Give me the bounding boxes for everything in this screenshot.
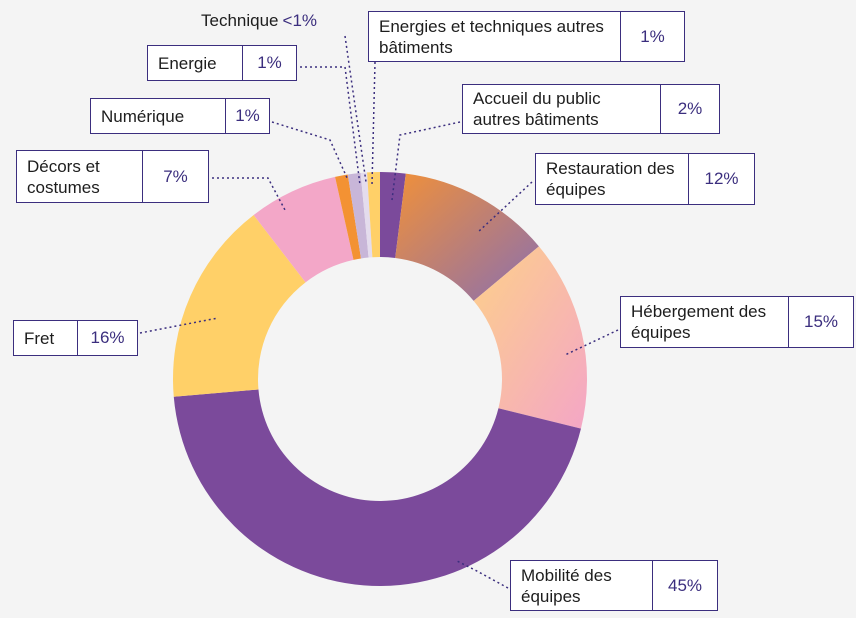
callout: Energie 1% (147, 45, 297, 81)
callout: Fret 16% (13, 320, 138, 356)
callout: Mobilité des équipes 45% (510, 560, 718, 611)
donut-slice (473, 246, 587, 429)
callout-value: 16% (90, 328, 125, 347)
donut-slice (367, 172, 380, 258)
donut-slice (380, 172, 406, 258)
callout-value: 1% (640, 26, 665, 46)
callout-value: 15% (803, 312, 839, 331)
callout: Numérique 1% (90, 98, 270, 134)
donut-slice (253, 176, 354, 283)
callout-label: Mobilité des équipes (511, 561, 653, 610)
callout: Décors et costumes 7% (16, 150, 209, 203)
donut-slice (360, 172, 373, 258)
callout-label: Technique (201, 11, 279, 30)
leader-line (454, 559, 509, 589)
donut-slice (395, 173, 539, 301)
callout-value: 2% (677, 99, 703, 118)
callout-label: Energie (148, 46, 243, 80)
callout: Accueil du public autres bâtiments 2% (462, 84, 720, 134)
callout-label: Décors et costumes (17, 151, 143, 202)
leader-line (371, 61, 376, 186)
callout-label: Fret (14, 321, 78, 355)
donut-slice (335, 174, 362, 260)
leader-line (139, 317, 219, 334)
callout-value: 1% (257, 53, 282, 72)
callout-value: 12% (704, 169, 739, 188)
callout-value: 45% (667, 575, 703, 595)
donut-slice (347, 172, 369, 259)
leader-line (391, 121, 461, 201)
donut-slice (173, 215, 306, 397)
callout-label: Hébergement des équipes (621, 297, 789, 347)
callout-value: 7% (163, 166, 188, 186)
callout-label: Restauration des équipes (536, 154, 689, 204)
leader-line (271, 121, 349, 181)
callout: Restauration des équipes 12% (535, 153, 755, 205)
callout-label: Numérique (91, 99, 226, 133)
leader-line (477, 181, 533, 233)
callout-value: <1% (282, 11, 318, 30)
callout: Energies et techniques autres bâtiments 1… (368, 11, 685, 62)
callout-value: 1% (235, 106, 260, 125)
donut-slice (173, 389, 581, 586)
leader-line (212, 177, 286, 211)
leader-line (344, 35, 367, 183)
callout-label: Energies et techniques autres bâtiments (369, 12, 621, 61)
callout-label: Accueil du public autres bâtiments (463, 85, 661, 133)
callout: Technique <1% (201, 11, 317, 31)
callout: Hébergement des équipes 15% (620, 296, 854, 348)
leader-line (300, 66, 361, 186)
